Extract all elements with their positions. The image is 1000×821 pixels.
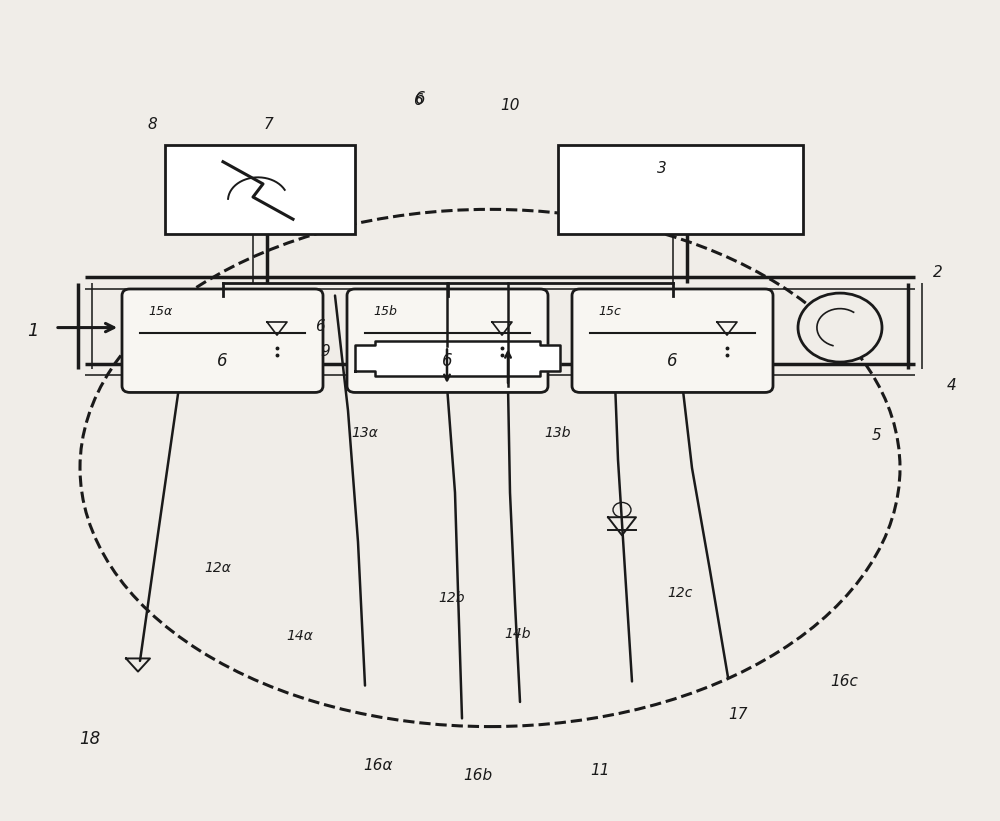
Text: 16c: 16c (830, 674, 858, 689)
Text: 8: 8 (147, 117, 157, 132)
Text: 6: 6 (413, 93, 423, 108)
Text: 16b: 16b (463, 768, 493, 783)
Circle shape (798, 293, 882, 362)
Text: 7: 7 (263, 117, 273, 132)
Text: 13b: 13b (545, 426, 571, 441)
Text: 12α: 12α (205, 561, 231, 576)
Text: 6: 6 (667, 352, 678, 370)
Text: 17: 17 (728, 707, 748, 722)
Text: 13α: 13α (352, 426, 378, 441)
Text: 15c: 15c (598, 305, 621, 319)
Text: 14b: 14b (505, 626, 531, 641)
Text: 11: 11 (590, 763, 610, 777)
FancyBboxPatch shape (165, 145, 355, 234)
Text: 6: 6 (217, 352, 228, 370)
Text: 5: 5 (872, 428, 882, 443)
Text: 18: 18 (79, 730, 101, 748)
Text: 1: 1 (27, 322, 39, 340)
Text: 16α: 16α (363, 758, 393, 773)
Text: 4: 4 (947, 378, 957, 393)
Text: 15α: 15α (148, 305, 172, 319)
Text: 10: 10 (500, 98, 520, 112)
Text: 9: 9 (320, 344, 330, 359)
Polygon shape (355, 341, 560, 376)
FancyBboxPatch shape (558, 145, 803, 234)
FancyBboxPatch shape (122, 289, 323, 392)
Text: 2: 2 (933, 265, 943, 280)
Text: 3: 3 (657, 161, 667, 176)
Text: 6: 6 (315, 319, 325, 334)
Text: 12c: 12c (667, 585, 693, 600)
FancyBboxPatch shape (572, 289, 773, 392)
Text: 12b: 12b (439, 590, 465, 605)
Text: 10: 10 (446, 350, 464, 365)
Text: 15b: 15b (373, 305, 397, 319)
Text: 6: 6 (415, 89, 425, 108)
Text: 6: 6 (442, 352, 453, 370)
Text: 14α: 14α (287, 629, 313, 644)
FancyBboxPatch shape (347, 289, 548, 392)
